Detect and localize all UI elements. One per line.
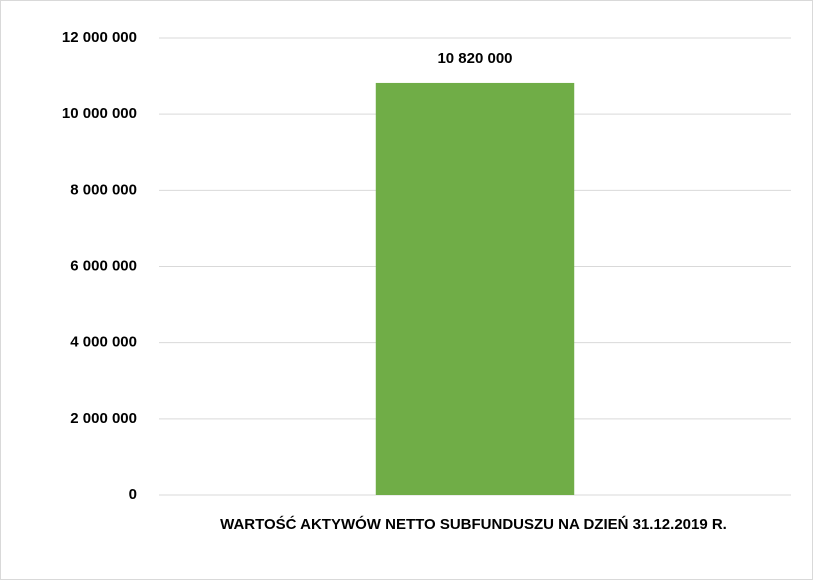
y-tick-label: 2 000 000 [70,410,137,427]
y-tick-label: 4 000 000 [70,334,137,351]
bar [375,82,575,496]
y-tick-label: 6 000 000 [70,257,137,274]
y-tick-label: 10 000 000 [62,105,137,122]
y-tick-label: 8 000 000 [70,181,137,198]
y-tick-label: 0 [129,486,137,503]
data-label: 10 820 000 [437,50,512,67]
x-tick-label: WARTOŚĆ AKTYWÓW NETTO SUBFUNDUSZU NA DZI… [220,516,727,533]
y-tick-label: 12 000 000 [62,29,137,46]
